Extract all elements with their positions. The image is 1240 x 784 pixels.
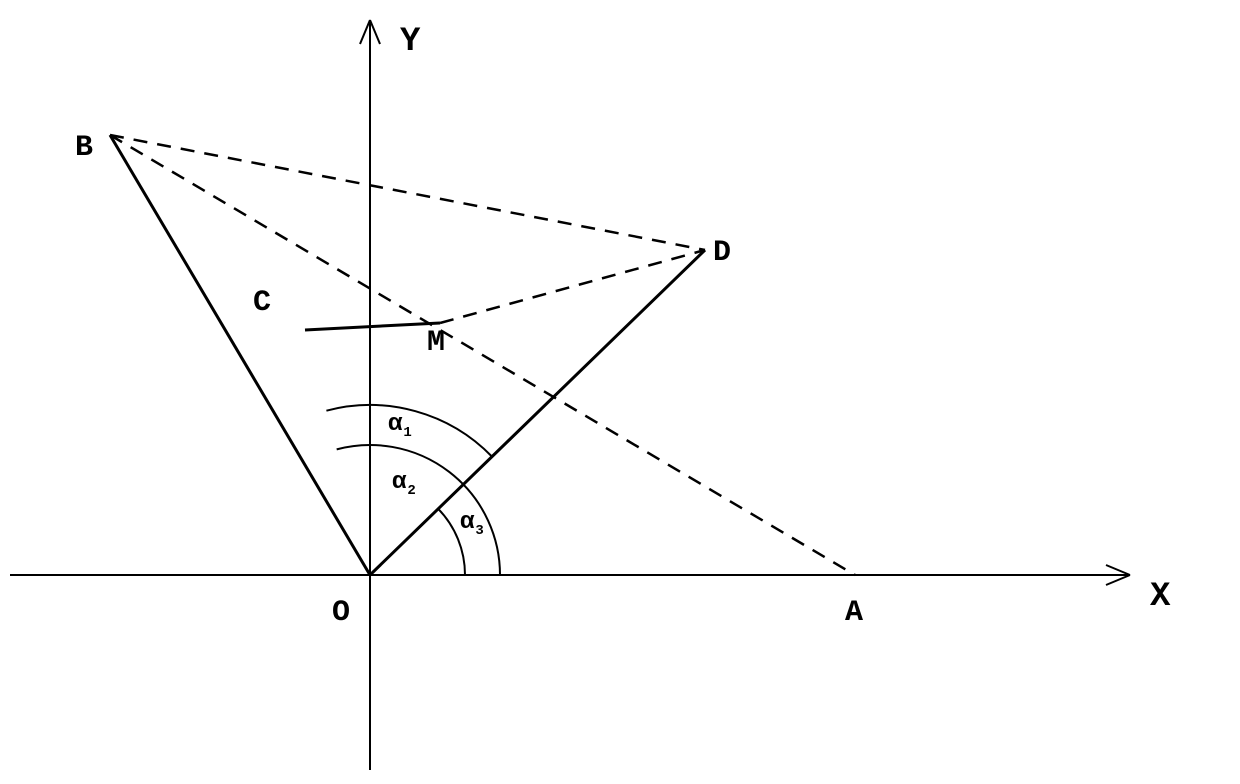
arc-a2	[337, 445, 500, 575]
point-label-D: D	[713, 236, 731, 270]
angle-label-a2: α2	[392, 469, 416, 499]
labels: X Y O A B C D Mα1 α2 α3	[75, 23, 1171, 630]
segment-CM	[305, 323, 440, 330]
geometry-diagram: X Y O A B C D Mα1 α2 α3	[0, 0, 1240, 784]
point-label-M: M	[427, 326, 445, 360]
axis-label-Y: Y	[400, 23, 421, 61]
segment-OB	[110, 135, 370, 575]
angle-label-a1: α1	[388, 411, 412, 441]
point-label-B: B	[75, 131, 93, 165]
point-label-A: A	[845, 596, 863, 630]
point-label-O: O	[332, 596, 350, 630]
segment-BD-dashed	[110, 135, 705, 250]
y-axis	[360, 20, 380, 770]
angle-label-a3: α3	[460, 509, 484, 539]
axis-label-X: X	[1150, 578, 1171, 616]
x-axis	[10, 565, 1130, 585]
point-label-C: C	[253, 286, 271, 320]
